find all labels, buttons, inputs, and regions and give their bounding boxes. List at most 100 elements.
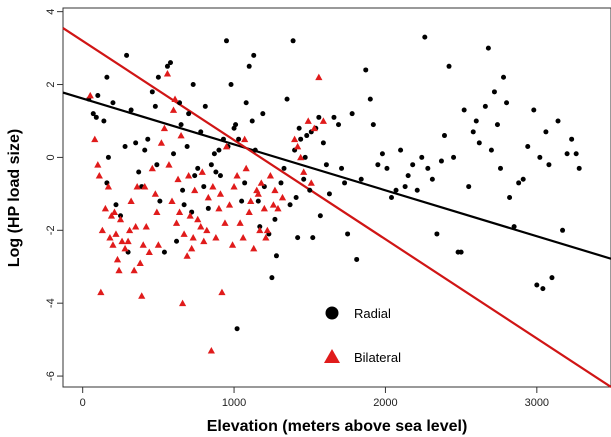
point-bilateral (148, 164, 156, 172)
point-radial (93, 114, 99, 120)
y-tick-label: -2 (45, 225, 57, 235)
point-bilateral (126, 226, 134, 234)
point-radial (388, 195, 394, 200)
point-radial (174, 238, 180, 244)
point-bilateral (209, 182, 217, 190)
point-radial (155, 74, 161, 80)
legend-marker-radial (325, 306, 339, 320)
point-bilateral (116, 215, 125, 223)
point-bilateral (95, 172, 103, 179)
x-tick-label: 1000 (222, 397, 246, 409)
point-radial (287, 202, 293, 208)
y-axis-title: Log (HP load size) (6, 129, 23, 267)
point-bilateral (212, 233, 220, 241)
point-radial (531, 107, 537, 113)
point-radial (257, 224, 263, 230)
point-bilateral (197, 223, 205, 230)
point-radial (157, 198, 163, 204)
point-radial (290, 38, 296, 44)
point-bilateral (169, 106, 178, 113)
point-radial (208, 162, 214, 168)
point-radial (113, 202, 119, 208)
point-radial (342, 180, 348, 186)
point-radial (339, 165, 345, 171)
point-radial (336, 122, 342, 128)
point-bilateral (171, 95, 179, 102)
point-radial (217, 173, 223, 179)
point-radial (301, 176, 307, 182)
point-bilateral (168, 197, 176, 205)
point-radial (216, 147, 222, 153)
point-bilateral (263, 226, 271, 234)
legend-label-radial: Radial (354, 306, 391, 321)
point-radial (461, 107, 467, 113)
point-radial (473, 118, 479, 124)
point-bilateral (138, 292, 146, 299)
point-bilateral (291, 135, 299, 143)
point-radial (239, 198, 245, 204)
point-radial (192, 173, 198, 179)
point-bilateral (110, 208, 119, 215)
point-radial (161, 249, 167, 255)
point-radial (491, 89, 497, 95)
point-radial (243, 100, 249, 106)
point-radial (494, 122, 500, 128)
point-bilateral (165, 161, 173, 168)
point-radial (234, 326, 240, 332)
point-bilateral (233, 172, 241, 179)
point-bilateral (186, 212, 194, 219)
point-radial (236, 136, 242, 142)
point-bilateral (183, 252, 191, 259)
x-axis: 0 1000 2000 3000 (80, 387, 549, 409)
point-bilateral (133, 182, 141, 190)
point-bilateral (245, 208, 253, 215)
point-radial (446, 63, 452, 69)
point-bilateral (151, 190, 159, 197)
point-radial (555, 118, 561, 124)
point-radial (122, 143, 128, 149)
point-radial (419, 154, 425, 160)
point-bilateral (222, 142, 231, 150)
point-bilateral (86, 91, 94, 99)
point-bilateral (271, 186, 279, 194)
point-bilateral (107, 212, 116, 219)
point-bilateral (136, 259, 144, 266)
y-tick-label: 2 (45, 81, 57, 87)
legend-label-bilateral: Bilateral (354, 350, 401, 365)
point-radial (281, 165, 287, 171)
point-bilateral (198, 168, 206, 175)
point-radial (569, 136, 575, 142)
point-bilateral (188, 244, 196, 252)
point-radial (133, 140, 139, 146)
x-tick-label: 3000 (525, 397, 549, 409)
y-tick-label: -6 (45, 371, 57, 381)
point-radial (190, 82, 196, 88)
point-bilateral (104, 182, 113, 190)
point-radial (370, 122, 376, 128)
point-radial (293, 195, 299, 200)
point-radial (485, 45, 491, 51)
point-bilateral (297, 153, 305, 161)
point-bilateral (266, 172, 274, 179)
point-radial (154, 162, 160, 168)
point-bilateral (230, 182, 238, 190)
point-bilateral (113, 255, 122, 263)
point-radial (393, 187, 399, 193)
point-radial (104, 74, 110, 80)
y-tick-label: 4 (45, 9, 57, 15)
fit-line-radial (62, 91, 611, 260)
point-bilateral (262, 233, 270, 241)
point-radial (466, 184, 472, 190)
point-radial (345, 231, 351, 237)
point-bilateral (175, 208, 184, 215)
point-bilateral (172, 219, 181, 226)
point-bilateral (132, 223, 140, 230)
point-radial (272, 216, 278, 222)
point-bilateral (204, 193, 212, 201)
point-radial (458, 249, 464, 255)
x-tick-label: 0 (80, 397, 86, 409)
x-axis-title: Elevation (meters above sea level) (207, 418, 468, 435)
point-bilateral (185, 172, 193, 179)
y-axis: -6 -4 -2 0 2 4 (45, 9, 63, 381)
point-bilateral (278, 193, 287, 201)
